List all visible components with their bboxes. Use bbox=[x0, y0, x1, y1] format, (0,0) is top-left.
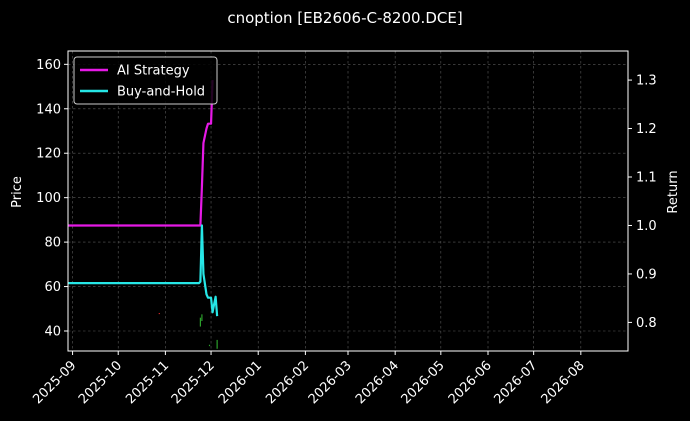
legend: AI Strategy Buy-and-Hold bbox=[73, 56, 218, 105]
y-tick-label: 80 bbox=[44, 236, 61, 251]
y2-tick-label: 1.2 bbox=[636, 122, 657, 137]
right-axis: 0.8 0.9 1.0 1.1 1.2 1.3 bbox=[628, 74, 657, 331]
y-tick-label: 120 bbox=[36, 147, 61, 162]
chart-title: cnoption [EB2606-C-8200.DCE] bbox=[227, 9, 462, 27]
y-tick-label: 60 bbox=[44, 280, 61, 295]
y2-axis-label: Return bbox=[666, 170, 681, 213]
y2-tick-label: 1.3 bbox=[636, 74, 657, 89]
y2-tick-label: 1.0 bbox=[636, 219, 657, 234]
legend-box bbox=[73, 56, 218, 105]
y-tick-label: 100 bbox=[36, 191, 61, 206]
y-tick-label: 160 bbox=[36, 58, 61, 73]
series-lines bbox=[68, 80, 219, 317]
y2-tick-label: 0.8 bbox=[636, 316, 657, 331]
price-marks bbox=[158, 313, 218, 349]
series-line-ai-strategy bbox=[68, 80, 214, 227]
legend-label: AI Strategy bbox=[117, 64, 190, 79]
y-axis-label: Price bbox=[10, 176, 25, 208]
y-tick-label: 40 bbox=[44, 325, 61, 340]
y-tick-label: 140 bbox=[36, 102, 61, 117]
y2-tick-label: 0.9 bbox=[636, 267, 657, 282]
grid bbox=[68, 51, 628, 351]
left-axis: 40 60 80 100 120 140 160 bbox=[36, 58, 68, 340]
y2-tick-label: 1.1 bbox=[636, 171, 657, 186]
legend-label: Buy-and-Hold bbox=[117, 85, 205, 100]
series-line-buy-and-hold bbox=[68, 224, 219, 317]
